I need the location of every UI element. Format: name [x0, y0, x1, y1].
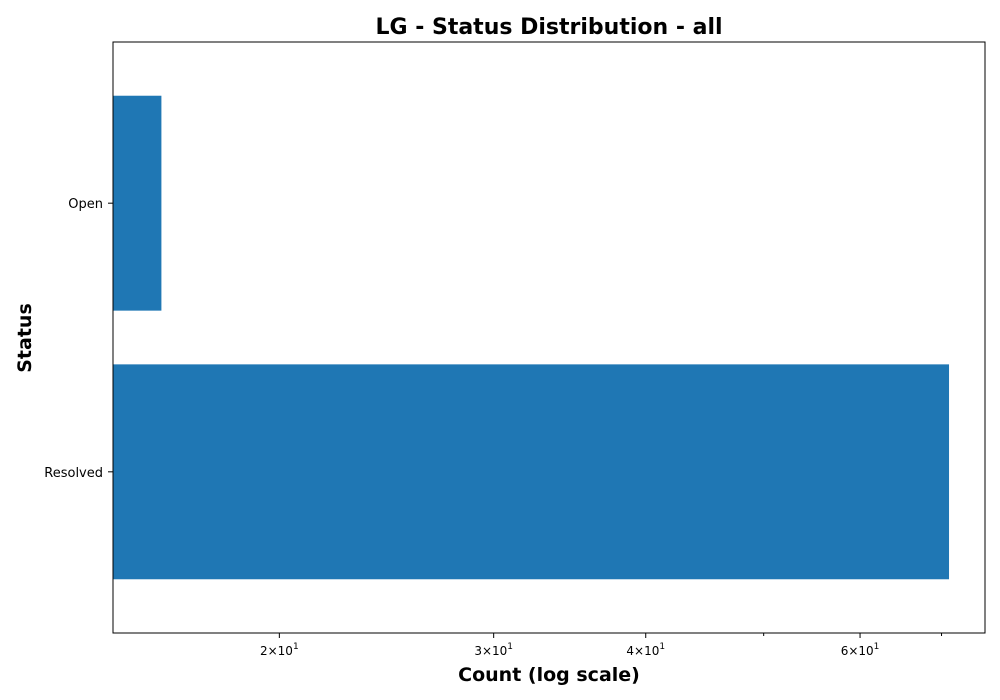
y-tick-label: Open [68, 197, 103, 212]
chart-title: LG - Status Distribution - all [375, 15, 722, 40]
x-axis: 2×101 3×101 4×101 6×101 [260, 633, 943, 658]
y-axis: Open Resolved [44, 197, 113, 481]
x-tick-label: 3×101 [474, 642, 513, 658]
bar-open [113, 95, 162, 311]
bars-group [113, 95, 950, 580]
x-tick-label: 4×101 [626, 642, 665, 658]
x-tick-label: 2×101 [260, 642, 299, 658]
bar-resolved [113, 364, 950, 580]
plot-frame [112, 41, 986, 634]
y-axis-label: Status [14, 303, 36, 373]
y-tick-label: Resolved [44, 466, 103, 481]
x-axis-label: Count (log scale) [458, 664, 640, 686]
x-tick-label: 6×101 [841, 642, 880, 658]
